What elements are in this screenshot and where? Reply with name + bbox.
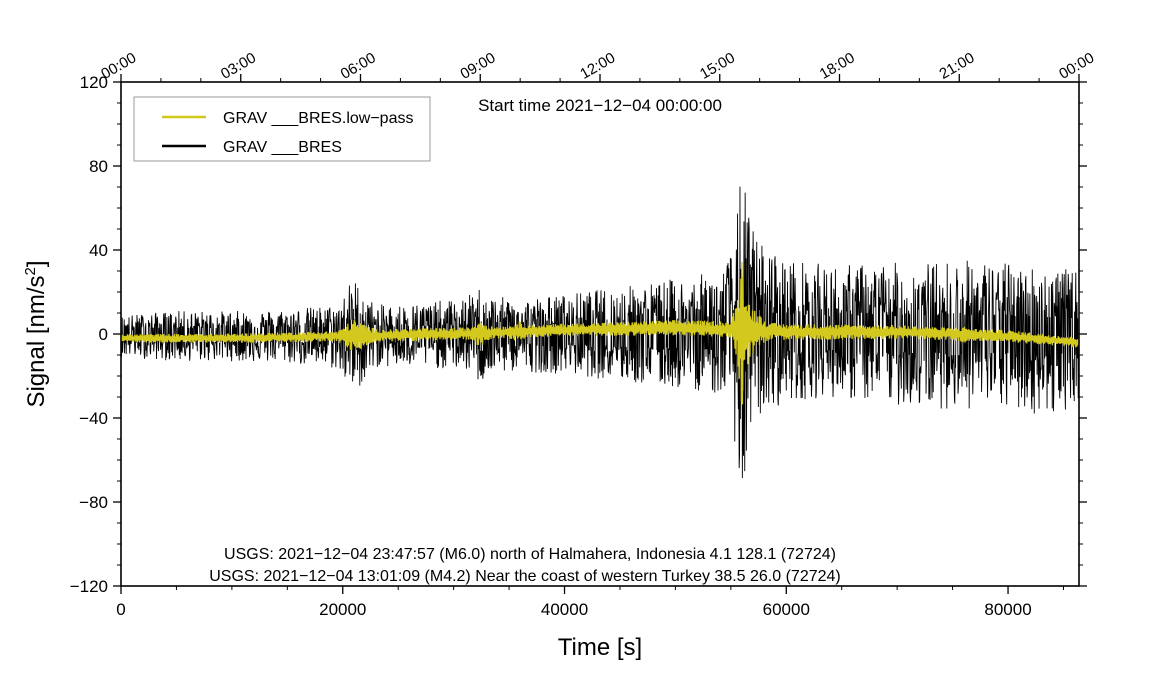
x-tick-label: 40000: [541, 600, 588, 619]
series-line-lowpass: [121, 261, 1079, 405]
y-tick-label: 80: [89, 157, 108, 176]
y-tick-label: 40: [89, 241, 108, 260]
y-tick-label: 0: [99, 325, 108, 344]
annotation-halmahera: USGS: 2021−12−04 23:47:57 (M6.0) north o…: [224, 546, 836, 563]
x-tick-label: 0: [116, 600, 125, 619]
y-tick-label: −80: [79, 493, 108, 512]
legend-box: [133, 96, 431, 162]
legend-label-lowpass: GRAV ___BRES.low−pass: [223, 110, 413, 127]
y-tick-label: −40: [79, 409, 108, 428]
chart-subtitle: Start time 2021−12−04 00:00:00: [478, 96, 722, 115]
x-tick-label: 20000: [319, 600, 366, 619]
y-axis-title: Signal [nm/s2]: [22, 260, 50, 407]
series-layer: [121, 186, 1079, 478]
y-tick-label: 120: [80, 73, 108, 92]
annotation-turkey: USGS: 2021−12−04 13:01:09 (M4.2) Near th…: [209, 568, 841, 585]
legend-label-raw: GRAV ___BRES: [223, 139, 342, 156]
legend: GRAV ___BRES.low−pass GRAV ___BRES: [133, 96, 431, 162]
x-tick-label: 80000: [984, 600, 1031, 619]
x-axis-title: Time [s]: [558, 634, 642, 661]
x-tick-label: 60000: [763, 600, 810, 619]
y-tick-label: −120: [70, 577, 108, 596]
